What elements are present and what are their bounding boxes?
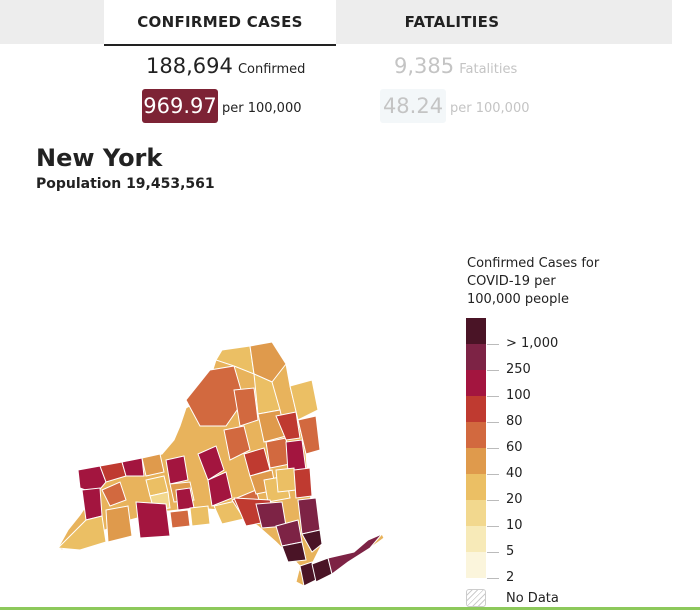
county-region [275, 467, 297, 493]
legend-label: 10 [506, 518, 523, 533]
county-region [56, 515, 107, 551]
county-region [327, 533, 383, 575]
legend-swatch [466, 344, 486, 370]
fatalities-total: 9,385 [394, 54, 455, 78]
legend-swatch [466, 448, 486, 474]
legend-label: 5 [506, 544, 515, 559]
legend-tick [487, 551, 499, 553]
county-region [249, 341, 287, 383]
county-region [135, 501, 171, 539]
confirmed-total: 188,694 [146, 54, 233, 78]
legend-tick [487, 421, 499, 423]
legend-tick [487, 473, 499, 475]
legend-title: Confirmed Cases for COVID-19 per 100,000… [467, 256, 600, 307]
legend-swatch [466, 526, 486, 552]
confirmed-total-label: Confirmed [237, 62, 306, 77]
legend-label: 2 [506, 570, 515, 585]
legend-label: 100 [506, 388, 531, 403]
legend-label: 60 [506, 440, 523, 455]
no-data-label: No Data [506, 591, 559, 606]
fatalities-rate-label: per 100,000 [450, 101, 530, 116]
legend-swatch [466, 422, 486, 448]
legend-label: 80 [506, 414, 523, 429]
bottom-accent-bar [0, 607, 700, 610]
county-region [285, 439, 307, 473]
county-region [243, 447, 271, 477]
county-region [275, 411, 301, 441]
legend-tick [487, 577, 499, 579]
legend-tick [487, 499, 499, 501]
legend-swatch [466, 500, 486, 526]
new-york-county-map [56, 341, 385, 587]
legend-label: 250 [506, 362, 531, 377]
legend-color-scale [466, 318, 486, 578]
legend-tick [487, 369, 499, 371]
county-region [223, 425, 251, 461]
no-data-swatch [466, 589, 486, 607]
county-region [141, 453, 165, 477]
county-region [165, 455, 189, 485]
tab-confirmed-cases[interactable]: CONFIRMED CASES [104, 0, 336, 46]
county-region [281, 541, 307, 563]
legend-tick [487, 395, 499, 397]
tab-fatalities[interactable]: FATALITIES [404, 13, 500, 31]
county-region [233, 387, 259, 427]
fatalities-total-label: Fatalities [459, 62, 518, 77]
county-region [289, 379, 319, 421]
county-region [297, 497, 321, 535]
legend-label: 40 [506, 466, 523, 481]
county-region [105, 505, 133, 543]
legend-swatch [466, 370, 486, 396]
legend-label: 20 [506, 492, 523, 507]
county-region [197, 445, 225, 481]
legend-tick [487, 525, 499, 527]
county-region [81, 487, 103, 521]
county-region [207, 471, 233, 507]
legend-swatch [466, 318, 486, 344]
legend-swatch [466, 474, 486, 500]
legend-swatch [466, 552, 486, 578]
state-name: New York [36, 144, 163, 172]
county-region [189, 505, 211, 527]
county-region [121, 457, 145, 477]
county-region [77, 465, 107, 495]
legend-swatch [466, 396, 486, 422]
county-region [101, 481, 127, 507]
confirmed-rate-label: per 100,000 [222, 101, 302, 116]
legend-tick [487, 447, 499, 449]
state-population: Population 19,453,561 [36, 176, 215, 192]
legend-label: > 1,000 [506, 336, 559, 351]
confirmed-total-group: 188,694 Confirmed [146, 54, 305, 78]
county-region [169, 509, 191, 529]
county-region [297, 415, 321, 455]
legend-tick [487, 343, 499, 345]
county-region [293, 467, 313, 499]
confirmed-rate-badge: 969.97 [142, 89, 218, 123]
county-region [301, 529, 323, 553]
fatalities-total-group: 9,385 Fatalities [394, 54, 517, 78]
fatalities-rate-badge: 48.24 [380, 89, 446, 123]
metric-tabs: CONFIRMED CASES FATALITIES [0, 0, 672, 46]
